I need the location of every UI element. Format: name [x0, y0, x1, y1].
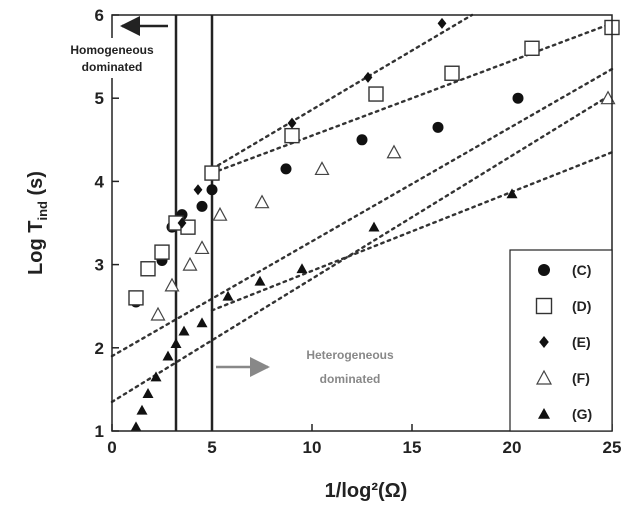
- data-points: [128, 17, 620, 432]
- y-axis-label: Log Tind (s): [25, 171, 50, 275]
- x-tick-label-25: 25: [603, 438, 622, 457]
- point-c-10: [512, 92, 524, 104]
- point-g-11: [296, 263, 308, 274]
- point-g-4: [150, 371, 162, 382]
- point-f-8: [386, 144, 402, 159]
- legend-label-c: (C): [572, 262, 591, 278]
- point-c-7: [280, 163, 292, 175]
- x-tick-label-0: 0: [107, 438, 116, 457]
- point-g-12: [368, 221, 380, 232]
- legend-label-g: (G): [572, 406, 592, 422]
- legend-label-f: (F): [572, 370, 590, 386]
- homogeneous-annotation: Homogeneous dominated: [62, 16, 170, 78]
- point-g-1: [130, 421, 142, 432]
- point-f-6: [254, 194, 270, 209]
- legend-marker-f: [535, 369, 553, 385]
- y-tick-label-4: 4: [95, 172, 105, 191]
- fit-line-g: [210, 151, 614, 312]
- legend-box: [509, 249, 613, 432]
- point-g-9: [222, 290, 234, 301]
- x-tick-label-5: 5: [207, 438, 216, 457]
- x-axis-label: 1/log²(Ω): [325, 480, 408, 502]
- y-tick-label-6: 6: [95, 6, 104, 25]
- y-axis-label-unit: (s): [25, 171, 47, 201]
- point-c-5: [196, 200, 208, 212]
- fit-lines: [110, 13, 614, 404]
- x-tick-label-20: 20: [503, 438, 522, 457]
- point-g-7: [178, 325, 190, 336]
- point-g-5: [162, 350, 174, 361]
- plot-frame: [111, 14, 613, 432]
- point-e-1: [177, 217, 187, 229]
- point-d-3: [154, 244, 170, 260]
- legend-marker-e: [539, 336, 549, 348]
- legend-label-e: (E): [572, 334, 591, 350]
- point-e-2: [193, 184, 203, 196]
- heterogeneous-annotation: Heterogeneous dominated: [216, 348, 394, 386]
- heterogeneous-label-line2: dominated: [320, 372, 381, 386]
- point-d-6: [204, 165, 220, 181]
- point-g-8: [196, 317, 208, 328]
- point-f-5: [212, 206, 228, 221]
- fit-line-e: [210, 13, 474, 171]
- x-tick-label-10: 10: [303, 438, 322, 457]
- point-d-10: [524, 40, 540, 56]
- y-tick-label-1: 1: [95, 422, 104, 441]
- y-axis-label-main: Log T: [25, 221, 47, 275]
- x-tick-label-15: 15: [403, 438, 422, 457]
- point-g-6: [170, 338, 182, 349]
- y-tick-label-3: 3: [95, 256, 104, 275]
- point-d-7: [284, 127, 300, 144]
- point-c-8: [356, 134, 368, 146]
- fit-line-c: [110, 67, 614, 358]
- point-f-7: [314, 161, 330, 176]
- point-c-9: [432, 121, 444, 133]
- y-tick-label-2: 2: [95, 339, 104, 358]
- point-e-5: [437, 17, 447, 29]
- point-g-3: [142, 388, 154, 398]
- legend-marker-d: [535, 297, 553, 315]
- homogeneous-label-line2: dominated: [82, 60, 143, 74]
- legend: (C) (D) (E) (F) (G): [509, 249, 613, 432]
- point-e-3: [287, 117, 297, 129]
- legend-label-d: (D): [572, 298, 591, 314]
- homogeneous-label-bg: [62, 38, 170, 78]
- fit-line-d: [210, 22, 614, 175]
- point-d-8: [368, 86, 384, 102]
- y-ticks: 1 2 3 4 5 6: [95, 6, 119, 441]
- heterogeneous-label-line1: Heterogeneous: [306, 348, 394, 362]
- homogeneous-label-line1: Homogeneous: [70, 43, 154, 57]
- point-d-9: [444, 65, 460, 81]
- point-f-2: [164, 277, 180, 292]
- fit-line-f: [110, 92, 614, 404]
- y-tick-label-5: 5: [95, 89, 104, 108]
- point-f-4: [194, 240, 210, 255]
- y-axis-label-sub: ind: [35, 201, 50, 221]
- point-f-3: [182, 256, 198, 271]
- point-g-10: [254, 275, 266, 286]
- point-g-13: [506, 188, 518, 199]
- point-c-6: [206, 184, 218, 196]
- point-d-1: [128, 290, 144, 306]
- point-g-2: [136, 404, 148, 415]
- point-d-2: [140, 261, 156, 277]
- point-e-4: [363, 71, 373, 83]
- legend-marker-g: [538, 408, 550, 419]
- point-f-1: [150, 306, 166, 321]
- legend-marker-c: [538, 264, 550, 276]
